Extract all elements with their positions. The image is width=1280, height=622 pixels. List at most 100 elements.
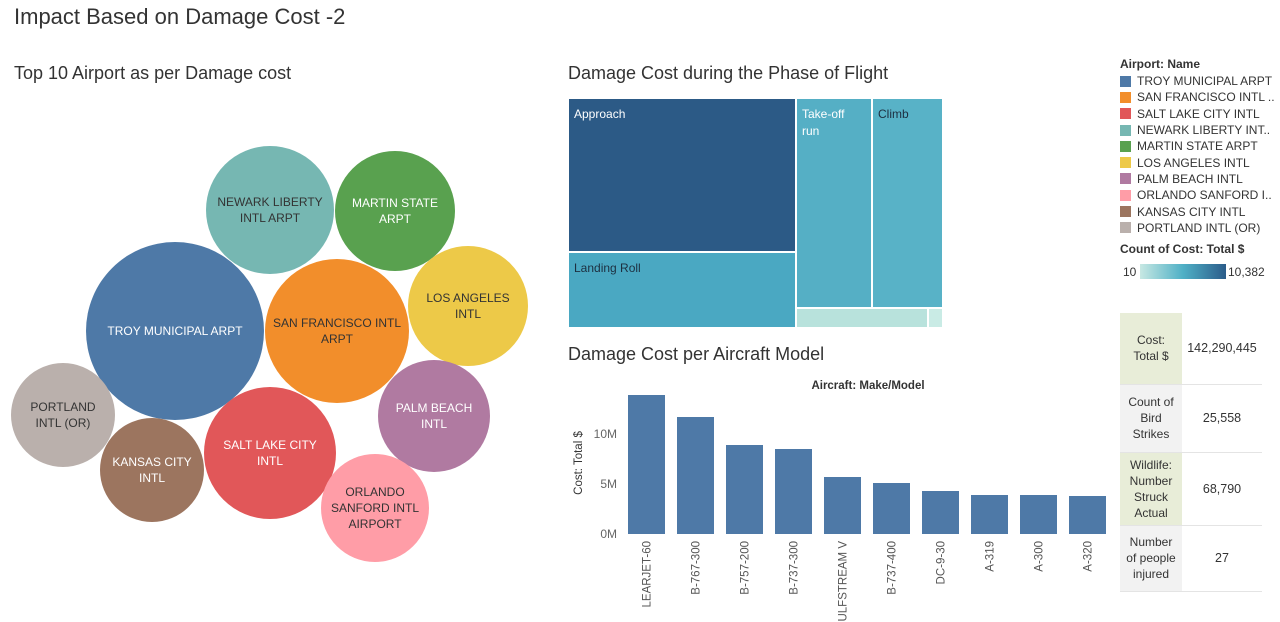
legend-item[interactable]: PORTLAND INTL (OR) xyxy=(1120,220,1280,236)
airport-bubble-circle[interactable] xyxy=(265,259,409,403)
count-legend-min: 10 xyxy=(1123,265,1137,279)
airport-bubble-label: PALM BEACH xyxy=(396,401,472,415)
bar[interactable] xyxy=(922,491,959,534)
bar[interactable] xyxy=(726,445,763,534)
legend-item[interactable]: KANSAS CITY INTL xyxy=(1120,203,1280,219)
legend-label: ORLANDO SANFORD I.. xyxy=(1137,188,1272,203)
legend-swatch xyxy=(1120,222,1131,234)
treemap-cell[interactable]: Take-off run xyxy=(796,98,872,308)
legend-label: SAN FRANCISCO INTL .. xyxy=(1137,90,1275,105)
treemap-cell[interactable] xyxy=(796,308,928,328)
bar[interactable] xyxy=(971,495,1008,534)
treemap-title: Damage Cost during the Phase of Flight xyxy=(568,63,889,83)
airport-bubble-label: INTL ARPT xyxy=(240,211,301,225)
bar[interactable] xyxy=(1069,496,1106,534)
bar[interactable] xyxy=(775,449,812,534)
bar-chart-title: Damage Cost per Aircraft Model xyxy=(568,344,825,364)
airport-bubble[interactable]: SAN FRANCISCO INTL ARPT xyxy=(265,259,409,403)
legend-item[interactable]: TROY MUNICIPAL ARPT xyxy=(1120,73,1280,89)
treemap-cell[interactable]: Approach xyxy=(568,98,796,252)
airport-bubble-label: LOS ANGELES xyxy=(426,291,509,305)
y-axis-title: Cost: Total $ xyxy=(573,431,585,495)
bar[interactable] xyxy=(628,395,665,534)
airport-bubble-circle[interactable] xyxy=(335,151,455,271)
airport-bubble-circle[interactable] xyxy=(204,387,336,519)
legend-item[interactable]: ORLANDO SANFORD I.. xyxy=(1120,187,1280,203)
legend-label: TROY MUNICIPAL ARPT xyxy=(1137,74,1273,89)
legend-item[interactable]: SAN FRANCISCO INTL .. xyxy=(1120,89,1280,105)
y-tick-label: 5M xyxy=(600,477,617,491)
count-gradient xyxy=(1140,264,1226,279)
legend-swatch xyxy=(1120,75,1131,87)
airport-bubble[interactable]: ORLANDO SANFORD INTL AIRPORT xyxy=(321,454,429,562)
airport-bubble-label: INTL xyxy=(139,471,165,485)
legend-swatch xyxy=(1120,157,1131,169)
y-tick-label: 10M xyxy=(594,427,617,441)
airport-bubble-label: ARPT xyxy=(379,212,412,226)
airport-bubble[interactable]: KANSAS CITY INTL xyxy=(100,418,204,522)
airport-bubble[interactable]: SALT LAKE CITY INTL xyxy=(204,387,336,519)
x-tick-label: B-767-300 xyxy=(691,541,703,595)
x-tick-label: GULFSTREAM V xyxy=(838,541,850,622)
bar[interactable] xyxy=(677,417,714,534)
legend-item[interactable]: PALM BEACH INTL xyxy=(1120,171,1280,187)
airport-bubble-circle[interactable] xyxy=(321,454,429,562)
airport-bubble-label: SANFORD INTL xyxy=(331,501,419,515)
bar[interactable] xyxy=(824,477,861,534)
airport-bubble[interactable]: MARTIN STATE ARPT xyxy=(335,151,455,271)
airport-bubble[interactable]: PALM BEACH INTL xyxy=(378,360,490,472)
dashboard-title: Impact Based on Damage Cost -2 xyxy=(14,4,346,29)
airport-bubble-circle[interactable] xyxy=(408,246,528,366)
legend-label: LOS ANGELES INTL xyxy=(1137,155,1250,170)
airport-bubble[interactable]: TROY MUNICIPAL ARPT xyxy=(86,242,264,420)
legend-swatch xyxy=(1120,108,1131,120)
bar[interactable] xyxy=(1020,495,1057,534)
kpi-row: Count of Bird Strikes 25,558 xyxy=(1120,384,1262,453)
airport-bubble-circle[interactable] xyxy=(11,363,115,467)
legend-item[interactable]: NEWARK LIBERTY INT.. xyxy=(1120,122,1280,138)
legend-item[interactable]: SALT LAKE CITY INTL xyxy=(1120,106,1280,122)
airport-bubble-circle[interactable] xyxy=(206,146,334,274)
x-tick-label: LEARJET-60 xyxy=(642,541,654,607)
y-tick-label: 0M xyxy=(600,527,617,541)
airport-bubble-circle[interactable] xyxy=(86,242,264,420)
treemap-cell[interactable] xyxy=(928,308,943,328)
kpi-row: Number of people injured 27 xyxy=(1120,525,1262,592)
airport-bubble-label: AIRPORT xyxy=(348,517,402,531)
airport-bubble[interactable]: PORTLAND INTL (OR) xyxy=(11,363,115,467)
kpi-label: Number of people injured xyxy=(1120,525,1182,592)
legend-label: SALT LAKE CITY INTL xyxy=(1137,106,1260,121)
treemap-cell[interactable]: Landing Roll xyxy=(568,252,796,328)
airport-bubble-label: INTL xyxy=(421,417,447,431)
legend-swatch xyxy=(1120,124,1131,136)
airport-bubble-label: TROY MUNICIPAL ARPT xyxy=(107,324,243,338)
legend-swatch xyxy=(1120,206,1131,218)
x-tick-label: A-320 xyxy=(1083,541,1095,572)
x-tick-label: A-319 xyxy=(985,541,997,572)
x-tick-label: B-737-400 xyxy=(887,541,899,595)
airport-bubble[interactable]: NEWARK LIBERTY INTL ARPT xyxy=(206,146,334,274)
airport-bubble-label: ORLANDO xyxy=(345,485,404,499)
bar[interactable] xyxy=(873,483,910,534)
airport-bubble[interactable]: LOS ANGELES INTL xyxy=(408,246,528,366)
treemap-cell[interactable]: Climb xyxy=(872,98,943,308)
airport-bubble-circle[interactable] xyxy=(100,418,204,522)
kpi-row: Cost: Total $142,290,445 xyxy=(1120,313,1262,385)
airport-bubble-label: SAN FRANCISCO INTL xyxy=(273,316,401,330)
kpi-label: Wildlife: Number Struck Actual xyxy=(1120,452,1182,526)
x-tick-label: B-737-300 xyxy=(789,541,801,595)
legend-item[interactable]: MARTIN STATE ARPT xyxy=(1120,138,1280,154)
airport-bubble-label: KANSAS CITY xyxy=(112,455,191,469)
kpi-value: 25,558 xyxy=(1182,384,1262,453)
legend-label: KANSAS CITY INTL xyxy=(1137,204,1246,219)
legend-item[interactable]: LOS ANGELES INTL xyxy=(1120,154,1280,170)
airport-legend: Airport: Name TROY MUNICIPAL ARPT SAN FRA… xyxy=(1120,57,1280,258)
airport-bubble-circle[interactable] xyxy=(378,360,490,472)
legend-label: PORTLAND INTL (OR) xyxy=(1137,220,1261,235)
x-tick-label: A-300 xyxy=(1034,541,1046,572)
airport-bubble-label: SALT LAKE CITY xyxy=(223,438,317,452)
phase-of-flight-treemap: Approach Take-off run Climb Landing Roll xyxy=(568,98,943,328)
legend-swatch xyxy=(1120,91,1131,103)
kpi-value: 27 xyxy=(1182,525,1262,592)
bar-chart-header: Aircraft: Make/Model xyxy=(811,380,924,392)
